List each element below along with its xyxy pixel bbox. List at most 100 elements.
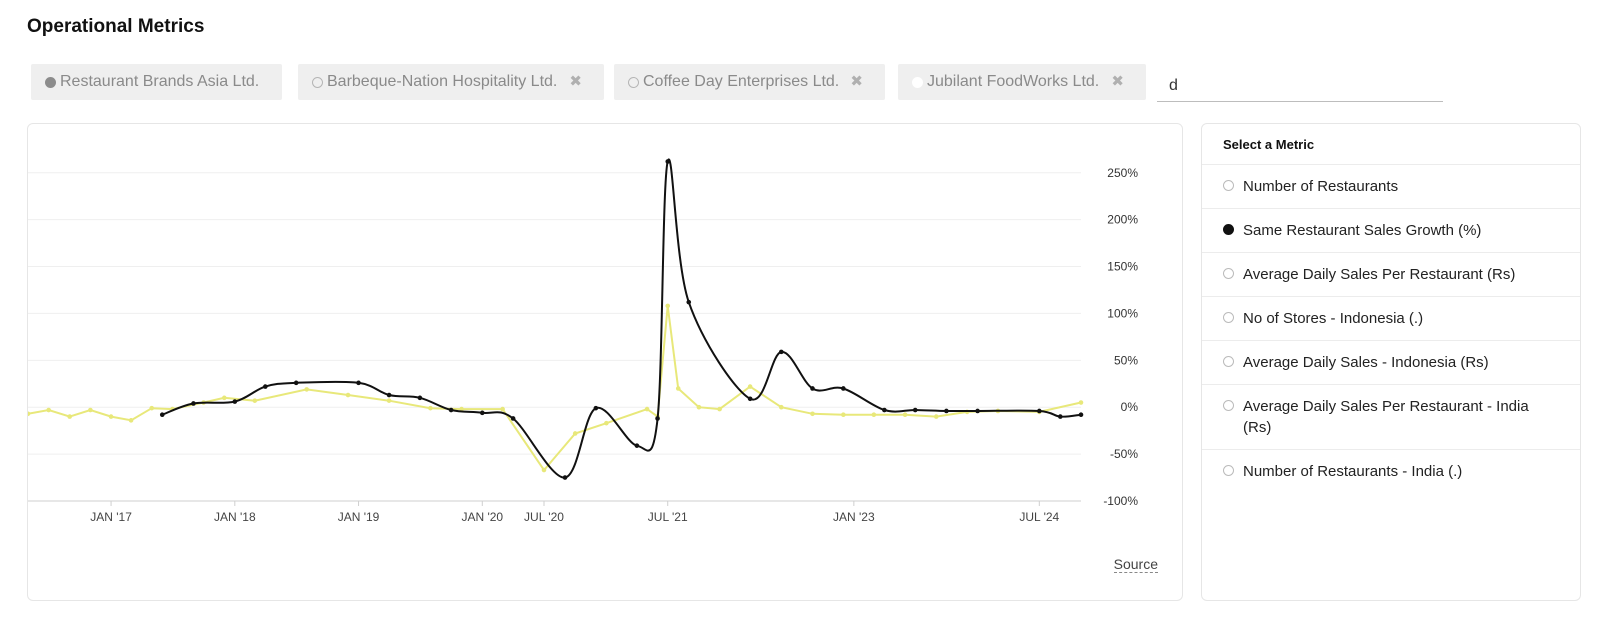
- metric-option-label: No of Stores - Indonesia (.): [1243, 310, 1424, 327]
- data-point: [46, 407, 51, 413]
- data-point: [841, 386, 846, 391]
- page-title: Operational Metrics: [27, 16, 205, 37]
- data-point: [944, 408, 949, 414]
- data-point: [500, 406, 505, 412]
- metric-option-label: Average Daily Sales Per Restaurant (Rs): [1243, 266, 1516, 283]
- data-point: [304, 387, 309, 392]
- data-point: [902, 412, 908, 418]
- chip-label: Restaurant Brands Asia Ltd.: [60, 73, 260, 90]
- x-axis: JAN '17 JAN '18 JAN '19 JAN '20 JUL '20 JUL '…: [28, 500, 1081, 524]
- y-tick-label: -50%: [1110, 447, 1138, 461]
- data-point: [810, 411, 815, 417]
- metric-option-avg-daily-sales-per-restaurant-india[interactable]: Average Daily Sales Per Restaurant - Ind…: [1202, 385, 1580, 450]
- radio-icon[interactable]: [1223, 224, 1234, 235]
- company-search-input[interactable]: [1157, 64, 1443, 102]
- metric-option-same-restaurant-sales-growth[interactable]: Same Restaurant Sales Growth (%): [1202, 209, 1580, 253]
- data-point: [67, 414, 72, 419]
- company-chip-jubilant-foodworks[interactable]: Jubilant FoodWorks Ltd. ✖: [898, 64, 1146, 100]
- data-point: [810, 386, 815, 391]
- data-point: [1058, 414, 1063, 419]
- radio-icon[interactable]: [1223, 180, 1234, 191]
- data-point: [386, 392, 392, 398]
- data-point: [428, 405, 433, 411]
- chip-status-dot: [45, 76, 56, 88]
- source-link[interactable]: Source: [1113, 556, 1158, 573]
- metric-selector-title: Select a Metric: [1202, 124, 1580, 165]
- x-tick-label: JAN '18: [214, 510, 256, 524]
- metric-option-avg-daily-sales-indonesia[interactable]: Average Daily Sales - Indonesia (Rs): [1202, 341, 1580, 385]
- data-point: [221, 395, 227, 401]
- data-point: [593, 405, 599, 411]
- series-line-light: [28, 305, 1082, 472]
- company-chip-restaurant-brands-asia[interactable]: Restaurant Brands Asia Ltd.: [31, 64, 282, 100]
- chip-label: Coffee Day Enterprises Ltd.: [643, 73, 840, 90]
- chip-label: Barbeque-Nation Hospitality Ltd.: [327, 73, 558, 90]
- data-point: [345, 392, 351, 398]
- data-point: [28, 411, 31, 417]
- close-icon[interactable]: ✖: [1111, 73, 1124, 90]
- data-point: [779, 404, 784, 410]
- x-tick-label: JAN '17: [90, 510, 132, 524]
- data-point: [975, 408, 980, 414]
- data-point: [1078, 412, 1084, 418]
- company-chip-coffee-day[interactable]: Coffee Day Enterprises Ltd. ✖: [614, 64, 885, 100]
- data-point: [263, 384, 268, 389]
- series-line-dark: [161, 158, 1082, 479]
- metric-option-number-of-restaurants[interactable]: Number of Restaurants: [1202, 165, 1580, 209]
- chip-label: Jubilant FoodWorks Ltd.: [927, 73, 1100, 90]
- x-tick-label: JAN '19: [338, 510, 380, 524]
- data-point: [293, 380, 299, 386]
- metric-option-avg-daily-sales-per-restaurant[interactable]: Average Daily Sales Per Restaurant (Rs): [1202, 253, 1580, 297]
- chip-status-dot: [312, 76, 323, 88]
- data-point: [665, 303, 671, 309]
- y-tick-label: 250%: [1107, 166, 1138, 180]
- data-point: [655, 416, 660, 421]
- metric-option-label: Number of Restaurants - India (.): [1243, 463, 1463, 480]
- company-chip-barbeque-nation[interactable]: Barbeque-Nation Hospitality Ltd. ✖: [298, 64, 604, 100]
- radio-icon[interactable]: [1223, 268, 1234, 279]
- chip-status-dot: [628, 76, 639, 88]
- radio-icon[interactable]: [1223, 356, 1234, 367]
- data-point: [779, 349, 784, 355]
- data-point: [882, 407, 887, 413]
- y-tick-label: 100%: [1107, 306, 1138, 320]
- radio-icon[interactable]: [1223, 465, 1234, 476]
- data-point: [747, 396, 753, 402]
- data-point: [665, 159, 671, 164]
- data-point: [541, 467, 547, 473]
- data-point: [128, 418, 134, 423]
- y-tick-label: -100%: [1103, 494, 1138, 508]
- data-point: [108, 414, 114, 419]
- metric-option-label: Same Restaurant Sales Growth (%): [1243, 222, 1482, 239]
- data-point: [386, 398, 392, 403]
- data-point: [871, 412, 877, 418]
- series-layer: [28, 158, 1084, 480]
- data-point: [604, 420, 609, 426]
- data-point: [717, 406, 722, 412]
- data-point: [159, 412, 165, 418]
- chart-card: -100% -50% 0% 50% 100% 150% 200% 250% JAN '17 JA…: [27, 123, 1183, 601]
- metric-option-restaurants-india[interactable]: Number of Restaurants - India (.): [1202, 450, 1580, 493]
- x-tick-label: JAN '23: [833, 510, 875, 524]
- x-tick-label: JAN '20: [461, 510, 503, 524]
- y-axis: -100% -50% 0% 50% 100% 150% 200% 250%: [1103, 166, 1138, 508]
- radio-icon[interactable]: [1223, 400, 1234, 411]
- data-point: [644, 406, 650, 412]
- y-tick-label: 50%: [1114, 353, 1138, 367]
- close-icon[interactable]: ✖: [569, 73, 582, 90]
- data-point: [841, 412, 846, 418]
- data-point: [448, 407, 454, 413]
- data-point: [510, 416, 516, 421]
- metric-option-stores-indonesia[interactable]: No of Stores - Indonesia (.): [1202, 297, 1580, 341]
- data-point: [356, 380, 361, 386]
- gridlines: [28, 172, 1081, 455]
- data-point: [191, 401, 196, 406]
- data-point: [912, 407, 918, 413]
- data-point: [562, 475, 568, 480]
- y-tick-label: 0%: [1121, 400, 1139, 414]
- y-tick-label: 150%: [1107, 260, 1138, 274]
- close-icon[interactable]: ✖: [850, 73, 863, 90]
- data-point: [634, 443, 640, 448]
- radio-icon[interactable]: [1223, 312, 1234, 323]
- data-point: [933, 414, 939, 419]
